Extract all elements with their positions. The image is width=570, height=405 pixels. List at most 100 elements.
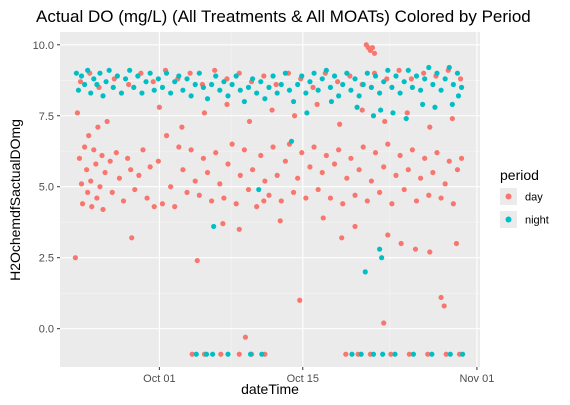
x-tick-label: Nov 01 (459, 373, 494, 385)
data-point-day (335, 79, 341, 85)
data-point-day (188, 147, 194, 153)
data-point-night (299, 73, 305, 79)
data-point-night (237, 87, 243, 93)
data-point-night (249, 76, 256, 82)
data-point-day (446, 158, 452, 164)
data-point-day (371, 50, 378, 56)
data-point-night (377, 246, 383, 252)
data-point-day (442, 181, 448, 187)
data-point-day (189, 351, 195, 357)
data-point-day (77, 79, 84, 85)
data-point-day (438, 294, 444, 301)
data-point-night (362, 269, 368, 275)
data-point-day (156, 104, 162, 110)
data-point-day (144, 195, 150, 201)
data-point-day (163, 133, 170, 139)
data-point-day (100, 206, 106, 213)
data-point-day (85, 189, 91, 195)
data-point-day (310, 84, 316, 90)
data-point-day (212, 67, 218, 73)
data-point-day (126, 81, 132, 88)
data-point-night (73, 70, 79, 76)
data-point-day (382, 118, 388, 125)
data-point-day (72, 255, 78, 261)
data-point-night (204, 96, 211, 102)
data-point-night (172, 79, 178, 85)
data-point-night (94, 81, 100, 88)
data-point-day (236, 226, 242, 232)
data-point-night (209, 81, 215, 88)
data-point-night (370, 113, 377, 119)
data-point-night (446, 64, 452, 71)
data-point-day (249, 167, 256, 173)
data-point-night (221, 79, 227, 85)
data-point-day (168, 184, 174, 190)
data-point-day (295, 175, 301, 181)
data-point-day (397, 152, 403, 159)
x-tick-label: Oct 01 (143, 373, 175, 385)
legend-marker-night (505, 216, 512, 223)
data-point-night (225, 351, 231, 357)
data-point-day (76, 155, 83, 161)
data-point-day (359, 107, 365, 113)
data-point-day (218, 351, 224, 357)
data-point-night (81, 81, 88, 88)
data-point-day (107, 158, 113, 164)
data-point-day (356, 167, 362, 173)
data-point-night (360, 81, 366, 88)
data-point-day (88, 178, 94, 184)
legend-title: period (500, 167, 539, 183)
data-point-night (420, 101, 426, 107)
data-point-night (241, 98, 247, 105)
data-point-day (368, 178, 375, 184)
data-point-day (340, 201, 346, 207)
data-point-night (344, 70, 350, 76)
data-point-night (147, 70, 153, 76)
data-point-day (454, 167, 461, 173)
minor-gridlines (60, 32, 480, 367)
data-point-night (100, 93, 106, 99)
data-point-night (340, 81, 346, 88)
data-point-day (95, 124, 101, 130)
data-point-night (327, 84, 334, 90)
data-point-night (155, 76, 161, 82)
data-point-day (120, 198, 127, 204)
y-axis-title: H2OchemdfSactualDOmg (7, 119, 23, 281)
data-point-day (369, 45, 376, 51)
data-point-day (404, 110, 410, 116)
legend-label-night: night (525, 215, 549, 227)
data-point-day (290, 189, 297, 195)
data-point-night (193, 351, 199, 357)
data-point-night (295, 81, 301, 88)
data-point-day (136, 172, 142, 178)
data-point-day (261, 73, 267, 79)
data-point-day (184, 189, 190, 195)
data-point-day (196, 192, 202, 198)
data-point-night (390, 110, 396, 116)
y-tick-label: 10.0 (33, 40, 54, 52)
data-point-day (417, 175, 424, 181)
data-point-night (379, 255, 385, 261)
data-point-day (291, 113, 298, 119)
data-point-day (336, 147, 342, 153)
data-point-night (258, 79, 264, 85)
data-point-day (337, 121, 343, 127)
data-point-night (91, 76, 97, 82)
data-point-day (94, 195, 100, 201)
data-point-night (393, 73, 399, 79)
data-point-night (88, 90, 94, 96)
data-point-day (388, 351, 394, 357)
data-point-day (246, 118, 253, 125)
data-point-day (409, 147, 415, 153)
data-point-night (217, 87, 223, 93)
data-point-night (372, 73, 379, 79)
major-gridlines (60, 32, 480, 367)
data-point-day (258, 152, 264, 159)
data-point-day (269, 107, 275, 113)
data-point-day (140, 147, 146, 153)
data-point-day (180, 167, 186, 173)
data-point-night (85, 67, 91, 73)
data-point-night (442, 76, 448, 82)
data-point-night (245, 84, 252, 90)
data-point-day (327, 195, 334, 201)
